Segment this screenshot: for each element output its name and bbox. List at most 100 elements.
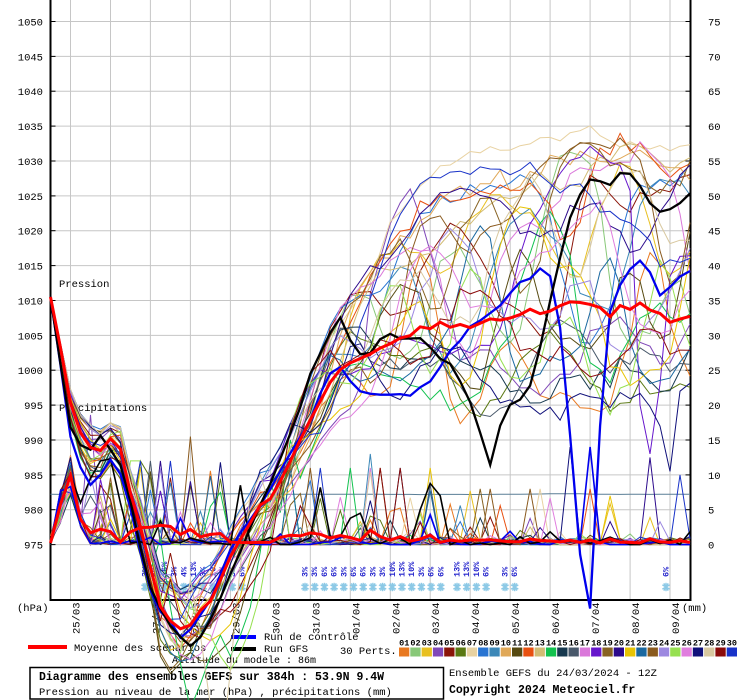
svg-text:07: 07 <box>467 639 477 649</box>
svg-text:3%: 3% <box>501 566 511 577</box>
svg-text:04: 04 <box>433 639 443 649</box>
svg-text:(hPa): (hPa) <box>17 603 49 615</box>
svg-text:20: 20 <box>708 401 721 413</box>
svg-text:1030: 1030 <box>18 157 43 169</box>
svg-text:50: 50 <box>708 192 721 204</box>
svg-text:Ensemble GEFS du 24/03/2024 -: Ensemble GEFS du 24/03/2024 - 12Z <box>449 668 657 680</box>
svg-text:1005: 1005 <box>18 331 43 343</box>
svg-text:65: 65 <box>708 87 721 99</box>
svg-text:08/04: 08/04 <box>631 603 643 635</box>
svg-text:08: 08 <box>478 639 488 649</box>
svg-text:06/04: 06/04 <box>551 603 563 635</box>
svg-text:24: 24 <box>659 639 669 649</box>
svg-text:10%: 10% <box>388 561 398 577</box>
svg-text:70: 70 <box>708 52 721 64</box>
svg-text:Diagramme des ensembles GEFS s: Diagramme des ensembles GEFS sur 384h : … <box>39 671 384 684</box>
svg-text:06: 06 <box>456 639 466 649</box>
svg-text:01: 01 <box>399 639 409 649</box>
svg-text:1040: 1040 <box>18 87 43 99</box>
svg-text:1000: 1000 <box>18 366 43 378</box>
svg-text:6%: 6% <box>330 566 340 577</box>
svg-text:975: 975 <box>24 541 43 553</box>
svg-text:21: 21 <box>625 639 635 649</box>
svg-text:23: 23 <box>648 639 658 649</box>
svg-text:10: 10 <box>708 471 721 483</box>
svg-text:1050: 1050 <box>18 18 43 30</box>
svg-text:(mm): (mm) <box>682 603 707 615</box>
svg-text:Run GFS: Run GFS <box>264 644 308 656</box>
svg-text:Pression au niveau de la mer (: Pression au niveau de la mer (hPa) , pré… <box>39 687 392 699</box>
svg-text:3%: 3% <box>310 566 320 577</box>
svg-text:6%: 6% <box>662 566 672 577</box>
svg-text:4%: 4% <box>179 566 189 577</box>
svg-text:04/04: 04/04 <box>471 603 483 635</box>
svg-text:45: 45 <box>708 227 721 239</box>
svg-text:985: 985 <box>24 471 43 483</box>
svg-text:6%: 6% <box>436 566 446 577</box>
svg-text:12: 12 <box>523 639 533 649</box>
svg-text:13%: 13% <box>462 561 472 577</box>
svg-text:Pression: Pression <box>59 279 109 291</box>
svg-text:980: 980 <box>24 506 43 518</box>
svg-text:Run de contrôle: Run de contrôle <box>264 632 359 644</box>
svg-text:27: 27 <box>693 639 703 649</box>
svg-text:30 Perts.: 30 Perts. <box>340 646 397 658</box>
svg-text:31/03: 31/03 <box>311 603 323 635</box>
svg-text:10%: 10% <box>472 561 482 577</box>
svg-text:03/04: 03/04 <box>431 603 443 635</box>
svg-text:17: 17 <box>580 639 590 649</box>
svg-text:10%: 10% <box>407 561 417 577</box>
svg-text:25/03: 25/03 <box>72 603 84 635</box>
svg-text:1015: 1015 <box>18 262 43 274</box>
svg-text:13%: 13% <box>189 561 199 577</box>
svg-text:Moyenne des scénarios: Moyenne des scénarios <box>74 643 206 655</box>
svg-text:3%: 3% <box>378 566 388 577</box>
svg-text:3%: 3% <box>368 566 378 577</box>
svg-text:Précipitations: Précipitations <box>59 403 147 415</box>
svg-text:02/04: 02/04 <box>391 603 403 635</box>
svg-text:25: 25 <box>670 639 680 649</box>
svg-text:0: 0 <box>708 541 714 553</box>
svg-text:11: 11 <box>512 639 522 649</box>
svg-text:10: 10 <box>501 639 511 649</box>
svg-text:35: 35 <box>708 297 721 309</box>
svg-text:995: 995 <box>24 401 43 413</box>
svg-text:05/04: 05/04 <box>511 603 523 635</box>
svg-text:03: 03 <box>422 639 432 649</box>
svg-text:5: 5 <box>708 506 714 518</box>
svg-text:19: 19 <box>602 639 612 649</box>
svg-text:29: 29 <box>715 639 725 649</box>
svg-text:3%: 3% <box>339 566 349 577</box>
svg-text:1025: 1025 <box>18 192 43 204</box>
svg-text:6%: 6% <box>320 566 330 577</box>
svg-text:13%: 13% <box>398 561 408 577</box>
svg-text:60: 60 <box>708 122 721 134</box>
svg-text:13: 13 <box>535 639 545 649</box>
svg-text:15: 15 <box>557 639 567 649</box>
svg-text:Copyright 2024 Meteociel.fr: Copyright 2024 Meteociel.fr <box>449 684 635 697</box>
svg-text:40: 40 <box>708 262 721 274</box>
svg-text:30: 30 <box>708 331 721 343</box>
svg-text:55: 55 <box>708 157 721 169</box>
svg-text:Altitude du modele : 86m: Altitude du modele : 86m <box>172 655 316 667</box>
svg-text:30: 30 <box>727 639 737 649</box>
svg-text:25: 25 <box>708 366 721 378</box>
svg-text:30/03: 30/03 <box>271 603 283 635</box>
svg-text:1035: 1035 <box>18 122 43 134</box>
svg-text:6%: 6% <box>238 566 248 577</box>
svg-text:05: 05 <box>444 639 454 649</box>
svg-text:01/04: 01/04 <box>351 603 363 635</box>
svg-text:6%: 6% <box>427 566 437 577</box>
svg-text:22: 22 <box>636 639 646 649</box>
svg-text:26: 26 <box>682 639 692 649</box>
svg-text:28: 28 <box>704 639 714 649</box>
svg-text:07/04: 07/04 <box>591 603 603 635</box>
svg-text:26/03: 26/03 <box>112 603 124 635</box>
svg-text:13%: 13% <box>453 561 463 577</box>
svg-text:3%: 3% <box>417 566 427 577</box>
svg-text:15: 15 <box>708 436 721 448</box>
svg-text:6%: 6% <box>482 566 492 577</box>
svg-text:20: 20 <box>614 639 624 649</box>
svg-text:18: 18 <box>591 639 601 649</box>
svg-text:1020: 1020 <box>18 227 43 239</box>
